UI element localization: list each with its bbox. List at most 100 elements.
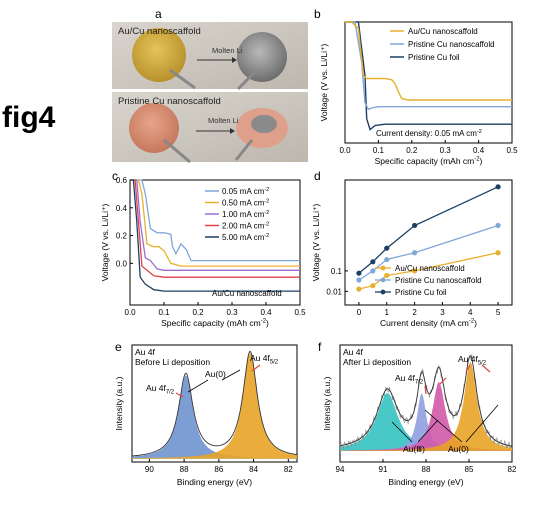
d-data-point	[356, 277, 362, 283]
tweezers-left-top	[169, 68, 196, 90]
c-note: Au/Cu nanoscaffold	[212, 289, 282, 298]
c-legend-label: 0.05 mA cm-2	[222, 187, 269, 196]
d-legend-label: Pristine Cu nanoscaffold	[395, 276, 482, 285]
c-ytick-label: 0.2	[116, 232, 128, 241]
f-peak-fill	[340, 361, 512, 451]
arrow-label-bottom: Molten Li	[208, 116, 239, 125]
f-label-4f52: Au 4f5/2	[458, 354, 486, 367]
panel-letter-c: c	[112, 169, 118, 183]
f-arrow-4f72-a	[424, 385, 427, 395]
e-label-4f52: Au 4f5/2	[250, 353, 278, 366]
b-legend-label: Pristine Cu nanoscaffold	[408, 40, 495, 49]
b-ylabel: Voltage (V vs. Li/Li⁺)	[319, 43, 329, 121]
f-subtitle: After Li deposition	[343, 357, 411, 367]
b-note: Current density: 0.05 mA cm-2	[376, 129, 482, 138]
tweezers-right-bottom	[234, 139, 254, 161]
d-xtick-label: 4	[468, 308, 473, 317]
c-series-line	[130, 179, 300, 267]
panel-letter-b: b	[314, 7, 321, 21]
plot-frame-d	[344, 179, 513, 306]
c-series-line	[130, 179, 300, 278]
b-xtick-label: 0.2	[406, 146, 418, 155]
b-xtick-label: 0.4	[473, 146, 485, 155]
e-arrow-4f72	[175, 392, 184, 398]
b-series-line	[345, 21, 512, 101]
d-data-point	[495, 250, 501, 256]
c-legend-label: 1.00 mA cm-2	[222, 210, 269, 219]
d-ytick-label: 0.01	[326, 287, 342, 296]
f-label-4f72: Au 4f7/2	[395, 373, 423, 386]
f-xlabel: Binding energy (eV)	[388, 477, 463, 487]
f-peak-fill	[340, 381, 512, 451]
b-series-line	[345, 21, 512, 131]
d-xtick-label: 1	[385, 308, 390, 317]
d-ylabel: Voltage (V vs. Li/Li⁺)	[311, 203, 321, 281]
panel-c-chart: 0.0 0.1 0.2 0.3 0.4 0.5 0.6 0.4 0.2 0.0 Specific c…	[100, 176, 306, 328]
d-legend-marker	[380, 277, 386, 283]
e-title: Au 4f	[135, 347, 155, 357]
d-legend-label: Pristine Cu foil	[395, 288, 447, 297]
plot-frame-e	[131, 344, 298, 463]
e-peak-fill	[132, 352, 297, 459]
f-xtick-label: 85	[465, 465, 474, 474]
c-legend-label: 2.00 mA cm-2	[222, 221, 269, 230]
e-arrow-4f52	[251, 364, 261, 372]
c-legend-label: 5.00 mA cm-2	[222, 233, 269, 242]
d-data-point	[384, 256, 390, 263]
d-xtick-label: 3	[440, 308, 445, 317]
c-xlabel: Specific capacity (mAh cm-2)	[161, 318, 269, 328]
arrow-label-top: Molten Li	[212, 46, 243, 55]
b-legend-label: Pristine Cu foil	[408, 53, 460, 62]
f-pointer-au0-a	[424, 409, 463, 443]
e-xtick-label: 86	[214, 465, 223, 474]
d-legend-marker	[380, 265, 386, 271]
e-ylabel: Intensity (a.u.)	[114, 376, 124, 430]
c-xtick-label: 0.0	[124, 308, 136, 317]
c-legend-label: 0.50 mA cm-2	[222, 198, 269, 207]
tweezers-right-top	[236, 70, 257, 91]
f-xtick-label: 94	[336, 465, 345, 474]
f-title: Au 4f	[343, 347, 363, 357]
f-arrow-4f72-b	[439, 377, 447, 385]
f-arrow-4f52-a	[465, 364, 471, 373]
b-xtick-label: 0.0	[339, 146, 351, 155]
d-data-point	[370, 259, 376, 265]
panel-letter-e: e	[115, 340, 122, 354]
e-xtick-label: 84	[249, 465, 258, 474]
d-ytick-label: 0.1	[331, 267, 343, 276]
d-series-line	[358, 186, 499, 274]
e-envelope-line	[131, 350, 298, 457]
f-xtick-label: 82	[508, 465, 517, 474]
b-legend-label: Au/Cu nanoscaffold	[408, 27, 478, 36]
tweezers-left-bottom	[163, 138, 191, 164]
d-xtick-label: 2	[412, 308, 417, 317]
e-xlabel: Binding energy (eV)	[177, 477, 252, 487]
d-xlabel: Current density (mA cm-2)	[380, 318, 477, 328]
e-xtick-label: 88	[180, 465, 189, 474]
c-ytick-label: 0.6	[116, 176, 128, 185]
c-xtick-label: 0.5	[294, 308, 306, 317]
e-xtick-label: 90	[145, 465, 154, 474]
f-xtick-label: 91	[379, 465, 388, 474]
f-xtick-label: 88	[422, 465, 431, 474]
au-cu-disc	[132, 28, 186, 82]
f-label-au3: Au(Ⅲ)	[403, 444, 425, 454]
d-xtick-label: 5	[496, 308, 501, 317]
figure-label: fig4	[2, 101, 56, 134]
d-data-point	[495, 222, 501, 229]
b-xtick-label: 0.5	[506, 146, 518, 155]
photo-bottom-label: Pristine Cu nanoscaffold	[118, 96, 221, 107]
d-data-point	[356, 270, 362, 276]
f-peak-fill	[340, 392, 512, 451]
panel-d-chart: 0 1 2 3 4 5 0.1 0.01 Current density (mA cm-2) Vo…	[311, 179, 513, 328]
d-xtick-label: 0	[357, 308, 362, 317]
panel-letter-a: a	[155, 7, 162, 21]
e-xtick-label: 82	[284, 465, 293, 474]
e-label-au0: Au(0)	[205, 369, 226, 379]
d-data-point	[411, 222, 418, 229]
lithiated-au-cu-disc	[237, 32, 287, 82]
f-peak-fill	[340, 392, 512, 451]
f-pointer-au3-a	[391, 421, 413, 443]
f-label-au0: Au(0)	[448, 444, 469, 454]
